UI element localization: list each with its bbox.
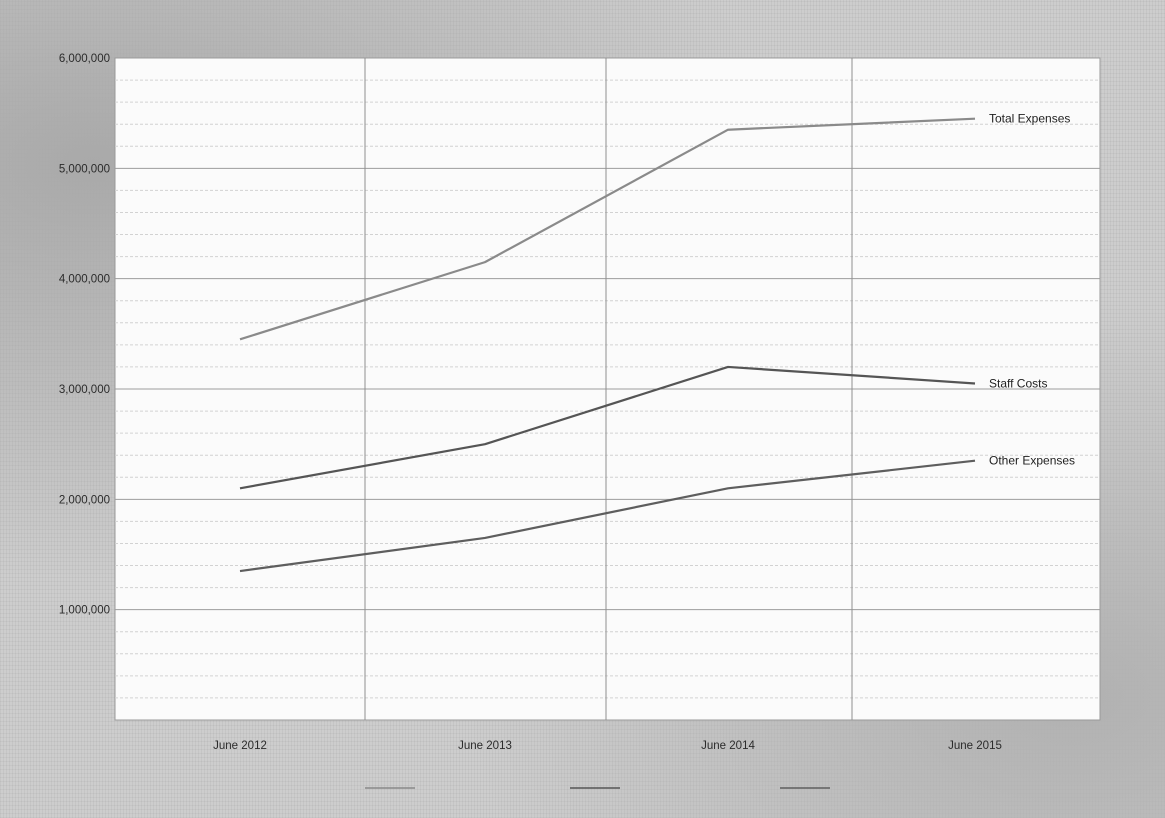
series-line bbox=[239, 459, 976, 573]
x-tick-label: June 2013 bbox=[458, 740, 512, 752]
x-axis: June 2012 June 2013 June 2014 June 2015 bbox=[213, 740, 1002, 752]
x-tick-label: June 2015 bbox=[948, 740, 1002, 752]
series-line bbox=[239, 365, 976, 490]
x-tick-label: June 2012 bbox=[213, 740, 267, 752]
vertical-grid bbox=[364, 58, 853, 720]
series-labels: Total Expenses Staff Costs Other Expenses bbox=[989, 112, 1075, 468]
y-tick-label: 6,000,000 bbox=[59, 53, 110, 65]
series-line bbox=[239, 117, 976, 341]
y-tick-label: 1,000,000 bbox=[59, 605, 110, 617]
series-label: Other Expenses bbox=[989, 454, 1075, 468]
y-axis: 1,000,000 2,000,000 3,000,000 4,000,000 5,00… bbox=[59, 53, 110, 617]
series-label: Staff Costs bbox=[989, 376, 1047, 390]
y-tick-label: 3,000,000 bbox=[59, 384, 110, 396]
series-label: Total Expenses bbox=[989, 112, 1070, 126]
y-tick-label: 5,000,000 bbox=[59, 163, 110, 175]
x-tick-label: June 2014 bbox=[701, 740, 755, 752]
y-tick-label: 2,000,000 bbox=[59, 494, 110, 506]
y-tick-label: 4,000,000 bbox=[59, 274, 110, 286]
minor-grid bbox=[115, 79, 1100, 699]
major-grid bbox=[115, 57, 1100, 611]
series-lines bbox=[239, 117, 976, 573]
